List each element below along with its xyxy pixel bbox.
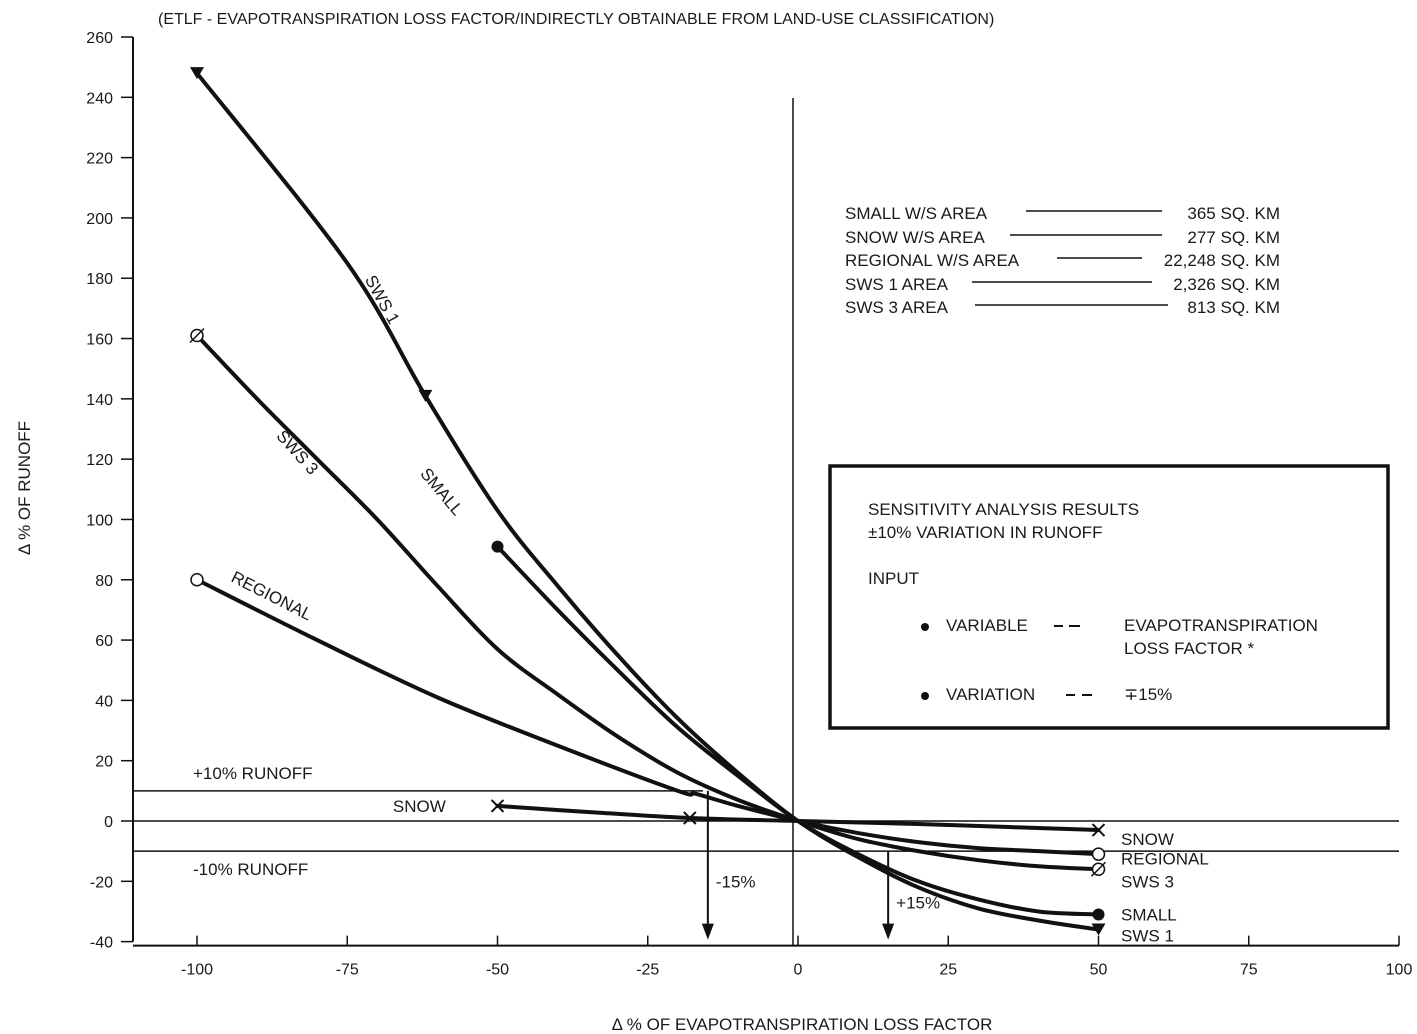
arrow-label: +15% bbox=[896, 893, 940, 912]
curve-label-right: REGIONAL bbox=[1121, 850, 1209, 869]
y-tick-label: 180 bbox=[86, 271, 113, 288]
x-tick-label: 0 bbox=[794, 962, 803, 979]
curve-label-left: SWS 1 bbox=[361, 272, 403, 327]
bullet-icon bbox=[921, 692, 929, 700]
y-tick-label: 160 bbox=[86, 332, 113, 349]
y-tick-label: 100 bbox=[86, 512, 113, 529]
chart-title: (ETLF - EVAPOTRANSPIRATION LOSS FACTOR/I… bbox=[158, 11, 994, 28]
y-tick-label: 60 bbox=[95, 633, 113, 650]
y-tick-label: 140 bbox=[86, 392, 113, 409]
series-line bbox=[495, 544, 1101, 917]
area-row-value: 2,326 SQ. KM bbox=[1173, 275, 1280, 294]
x-marker bbox=[1091, 823, 1106, 837]
area-row-value: 365 SQ. KM bbox=[1187, 204, 1280, 223]
curve-label-left: SMALL bbox=[416, 464, 466, 519]
curve-label-left: SWS 3 bbox=[272, 426, 322, 478]
filled-circle-marker bbox=[491, 540, 504, 553]
curve-label-right: SWS 1 bbox=[1121, 927, 1174, 946]
area-row-name: SMALL W/S AREA bbox=[845, 204, 988, 223]
y-tick-label: 260 bbox=[86, 30, 113, 47]
area-row-value: 22,248 SQ. KM bbox=[1164, 251, 1280, 270]
info-box-frame bbox=[828, 464, 1390, 730]
arrow-label: -15% bbox=[716, 872, 756, 891]
circle-slash-stroke bbox=[189, 327, 205, 344]
y-tick-label: 80 bbox=[95, 573, 113, 590]
area-row-name: SWS 1 AREA bbox=[845, 275, 949, 294]
y-tick-label: -40 bbox=[90, 935, 113, 952]
circle-slash-stroke bbox=[1090, 861, 1107, 877]
curve-label-right: SMALL bbox=[1121, 905, 1177, 924]
x-tick-label: -75 bbox=[336, 962, 359, 979]
arrow-head-icon bbox=[882, 923, 895, 940]
variation-value: ∓15% bbox=[1124, 685, 1172, 704]
reference-lines: +10% RUNOFF -10% RUNOFF -15% +15% bbox=[133, 764, 1399, 940]
area-row-value: 813 SQ. KM bbox=[1187, 298, 1280, 317]
markers bbox=[189, 67, 1107, 936]
open-circle-marker bbox=[1091, 847, 1106, 861]
y-tick-label: 220 bbox=[86, 151, 113, 168]
y-axis-label: Δ % OF RUNOFF bbox=[15, 421, 34, 555]
reference-line-label: -10% RUNOFF bbox=[193, 860, 308, 879]
y-tick-label: 120 bbox=[86, 452, 113, 469]
info-box-subtitle: ±10% VARIATION IN RUNOFF bbox=[868, 523, 1102, 542]
variable-value: EVAPOTRANSPIRATION bbox=[1124, 616, 1318, 635]
triangle-marker bbox=[1091, 923, 1106, 936]
x-tick-label: -50 bbox=[486, 962, 509, 979]
area-row-value: 277 SQ. KM bbox=[1187, 228, 1280, 247]
x-tick-label: -100 bbox=[181, 962, 213, 979]
info-box: SENSITIVITY ANALYSIS RESULTS ±10% VARIAT… bbox=[828, 464, 1390, 730]
x-tick-label: -25 bbox=[636, 962, 659, 979]
area-row-name: SNOW W/S AREA bbox=[845, 228, 985, 247]
y-tick-label: 40 bbox=[95, 693, 113, 710]
info-box-input-label: INPUT bbox=[868, 569, 919, 588]
area-table: SMALL W/S AREA 365 SQ. KM SNOW W/S AREA … bbox=[845, 204, 1280, 317]
y-tick-label: 200 bbox=[86, 211, 113, 228]
triangle-marker bbox=[418, 389, 433, 402]
curve-label-right: SWS 3 bbox=[1121, 872, 1174, 891]
arrow-head-icon bbox=[701, 923, 714, 940]
series-line bbox=[195, 71, 1101, 932]
axes: -40 -20 0 20 40 60 80 100 120 140 160 180 200 220 240 2… bbox=[86, 30, 1412, 979]
x-axis-label: Δ % OF EVAPOTRANSPIRATION LOSS FACTOR bbox=[612, 1015, 993, 1034]
variable-label: VARIABLE bbox=[946, 616, 1028, 635]
series-line bbox=[195, 577, 1101, 857]
x-marker bbox=[683, 811, 697, 825]
bullet-icon bbox=[921, 623, 929, 631]
variable-value-cont: LOSS FACTOR * bbox=[1124, 639, 1254, 658]
filled-circle-marker bbox=[1092, 908, 1105, 921]
y-tick-label: -20 bbox=[90, 874, 113, 891]
x-tick-label: 25 bbox=[939, 962, 957, 979]
series-line bbox=[195, 333, 1101, 872]
y-tick-label: 20 bbox=[95, 754, 113, 771]
triangle-marker bbox=[190, 67, 204, 80]
area-row-name: SWS 3 AREA bbox=[845, 298, 949, 317]
info-box-title: SENSITIVITY ANALYSIS RESULTS bbox=[868, 500, 1139, 519]
x-tick-label: 100 bbox=[1386, 962, 1413, 979]
curve-label-left: SNOW bbox=[393, 797, 446, 816]
variation-label: VARIATION bbox=[946, 685, 1035, 704]
area-row-name: REGIONAL W/S AREA bbox=[845, 251, 1020, 270]
open-circle-marker bbox=[190, 573, 204, 587]
x-tick-label: 50 bbox=[1090, 962, 1108, 979]
y-tick-label: 240 bbox=[86, 90, 113, 107]
y-tick-label: 0 bbox=[104, 814, 113, 831]
x-tick-label: 75 bbox=[1240, 962, 1258, 979]
curve-label-right: SNOW bbox=[1121, 830, 1174, 849]
series-line bbox=[495, 803, 1101, 833]
curves bbox=[195, 71, 1101, 932]
x-marker bbox=[490, 799, 505, 813]
reference-line-label: +10% RUNOFF bbox=[193, 764, 313, 783]
